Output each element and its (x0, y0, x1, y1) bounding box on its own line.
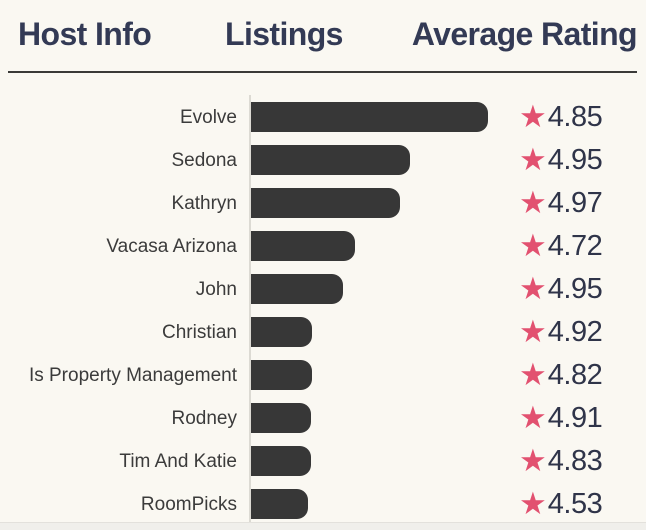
host-name-label: RoomPicks (140, 494, 237, 515)
star-icon: ★ (519, 314, 547, 350)
listings-bar (251, 360, 312, 390)
host-name-label: John (195, 279, 237, 300)
average-rating-value: 4.91 (547, 402, 603, 434)
star-icon: ★ (519, 400, 547, 436)
star-icon: ★ (519, 271, 547, 307)
average-rating-value: 4.83 (547, 445, 603, 477)
column-header-listings: Listings (225, 16, 343, 52)
average-rating-value: 4.82 (547, 359, 603, 391)
table-row: Evolve ★ 4.85 (0, 96, 646, 139)
average-rating-value: 4.97 (547, 187, 603, 219)
star-icon: ★ (519, 357, 547, 393)
table-row: Rodney ★ 4.91 (0, 397, 646, 440)
listings-bar (251, 102, 488, 132)
host-rows-container: Evolve ★ 4.85 Sedona ★ 4.95 Kathryn ★ 4.… (0, 96, 646, 526)
average-rating: ★ 4.82 (519, 354, 603, 397)
table-row: Tim And Katie ★ 4.83 (0, 440, 646, 483)
star-icon: ★ (519, 142, 547, 178)
host-name-label: Rodney (171, 408, 238, 429)
host-name-label: Tim And Katie (119, 451, 237, 472)
table-row: Vacasa Arizona ★ 4.72 (0, 225, 646, 268)
table-row: John ★ 4.95 (0, 268, 646, 311)
host-name-label: Evolve (179, 107, 237, 128)
average-rating: ★ 4.85 (519, 96, 603, 139)
star-icon: ★ (519, 99, 547, 135)
host-name-label: Kathryn (171, 193, 237, 214)
listings-bar (251, 489, 308, 519)
star-icon: ★ (519, 228, 547, 264)
column-header-average-rating: Average Rating (411, 16, 638, 52)
average-rating: ★ 4.95 (519, 268, 603, 311)
bottom-edge-strip (0, 522, 646, 530)
average-rating-value: 4.95 (547, 144, 603, 176)
table-row: Kathryn ★ 4.97 (0, 182, 646, 225)
header-divider (8, 71, 637, 73)
listings-bar (251, 446, 311, 476)
average-rating: ★ 4.53 (519, 483, 603, 526)
table-row: Is Property Management ★ 4.82 (0, 354, 646, 397)
star-icon: ★ (519, 443, 547, 479)
average-rating: ★ 4.97 (519, 182, 603, 225)
bar-baseline-axis (249, 95, 251, 523)
average-rating-value: 4.95 (547, 273, 603, 305)
column-header-host-info: Host Info (18, 16, 152, 52)
average-rating-value: 4.85 (547, 101, 603, 133)
star-icon: ★ (519, 486, 547, 522)
table-row: Sedona ★ 4.95 (0, 139, 646, 182)
host-name-label: Sedona (171, 150, 237, 171)
average-rating: ★ 4.72 (519, 225, 603, 268)
listings-bar (251, 231, 355, 261)
table-row: RoomPicks ★ 4.53 (0, 483, 646, 526)
listings-bar (251, 274, 343, 304)
average-rating: ★ 4.92 (519, 311, 603, 354)
average-rating-value: 4.72 (547, 230, 603, 262)
listings-bar (251, 403, 311, 433)
host-name-label: Vacasa Arizona (106, 236, 237, 257)
average-rating-value: 4.53 (547, 488, 603, 520)
listings-bar (251, 145, 410, 175)
listings-bar (251, 317, 312, 347)
average-rating-value: 4.92 (547, 316, 603, 348)
star-icon: ★ (519, 185, 547, 221)
host-name-label: Christian (162, 322, 237, 343)
listings-bar (251, 188, 400, 218)
table-row: Christian ★ 4.92 (0, 311, 646, 354)
host-name-label: Is Property Management (28, 365, 237, 386)
average-rating: ★ 4.83 (519, 440, 603, 483)
average-rating: ★ 4.91 (519, 397, 603, 440)
average-rating: ★ 4.95 (519, 139, 603, 182)
